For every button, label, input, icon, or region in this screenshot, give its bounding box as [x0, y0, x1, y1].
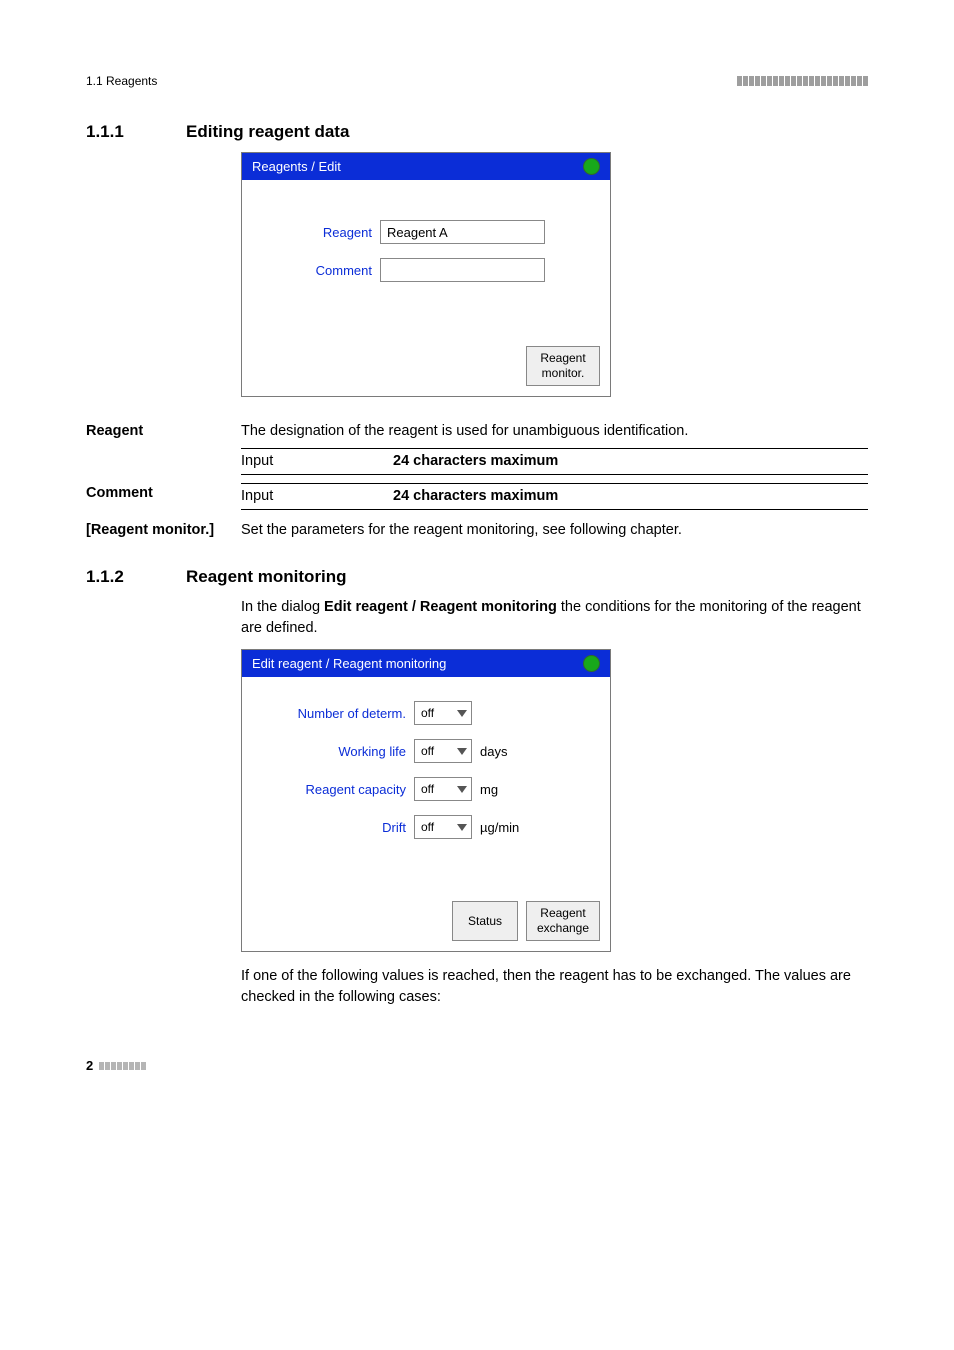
unit-label: µg/min — [480, 820, 519, 835]
spec-line: Input 24 characters maximum — [241, 448, 868, 475]
header-ticks — [737, 76, 868, 86]
spec-left: Input — [241, 486, 393, 507]
button-reagent-exchange[interactable]: Reagent exchange — [526, 901, 600, 941]
term-body: Input 24 characters maximum — [241, 483, 868, 510]
unit-label: days — [480, 744, 507, 759]
section-1-1-2-intro: In the dialog Edit reagent / Reagent mon… — [241, 597, 868, 639]
dialog-footer: Status Reagent exchange — [242, 893, 610, 951]
select-value: off — [421, 706, 434, 720]
status-dot-icon — [583, 158, 600, 175]
term-body: The designation of the reagent is used f… — [241, 421, 868, 475]
label-reagent: Reagent — [264, 225, 380, 240]
section-number: 1.1.1 — [86, 122, 186, 142]
intro-a: In the dialog — [241, 599, 324, 615]
field-row: Working life off days — [264, 739, 588, 763]
section-1-1-1-heading: 1.1.1 Editing reagent data — [86, 122, 868, 142]
select-value: off — [421, 744, 434, 758]
section-1-1-2-heading: 1.1.2 Reagent monitoring — [86, 567, 868, 587]
footer-ticks — [99, 1062, 146, 1070]
select-working-life[interactable]: off — [414, 739, 472, 763]
page-footer: 2 — [86, 1058, 868, 1073]
page-header: 1.1 Reagents — [86, 74, 868, 88]
spec-left: Input — [241, 451, 393, 472]
closing-paragraph: If one of the following values is reache… — [241, 966, 868, 1008]
term-reagent-monitor: [Reagent monitor.] Set the parameters fo… — [86, 520, 868, 541]
chevron-down-icon — [457, 786, 467, 793]
select-value: off — [421, 820, 434, 834]
page-number: 2 — [86, 1058, 93, 1073]
dialog-body: Number of determ. off Working life off days R… — [242, 677, 610, 863]
dialog-reagents-edit: Reagents / Edit Reagent Comment Reagent … — [241, 152, 611, 397]
section-title: Reagent monitoring — [186, 567, 347, 587]
input-comment[interactable] — [380, 258, 545, 282]
term-heading: [Reagent monitor.] — [86, 520, 241, 541]
term-comment: Comment Input 24 characters maximum — [86, 483, 868, 510]
section-title: Editing reagent data — [186, 122, 349, 142]
status-dot-icon — [583, 655, 600, 672]
field-row: Drift off µg/min — [264, 815, 588, 839]
field-label: Number of determ. — [264, 706, 414, 721]
select-drift[interactable]: off — [414, 815, 472, 839]
field-row: Number of determ. off — [264, 701, 588, 725]
dialog-title-text: Reagents / Edit — [252, 159, 341, 174]
unit-label: mg — [480, 782, 498, 797]
select-number-of-determ-[interactable]: off — [414, 701, 472, 725]
dialog-title-text: Edit reagent / Reagent monitoring — [252, 656, 446, 671]
field-label: Working life — [264, 744, 414, 759]
dialog-reagent-monitoring: Edit reagent / Reagent monitoring Number… — [241, 649, 611, 952]
button-reagent-monitor[interactable]: Reagent monitor. — [526, 346, 600, 386]
select-value: off — [421, 782, 434, 796]
button-status[interactable]: Status — [452, 901, 518, 941]
dialog-footer: Reagent monitor. — [242, 338, 610, 396]
field-label: Drift — [264, 820, 414, 835]
chevron-down-icon — [457, 710, 467, 717]
field-row: Reagent capacity off mg — [264, 777, 588, 801]
label-comment: Comment — [264, 263, 380, 278]
chevron-down-icon — [457, 824, 467, 831]
select-reagent-capacity[interactable]: off — [414, 777, 472, 801]
term-reagent: Reagent The designation of the reagent i… — [86, 421, 868, 475]
field-label: Reagent capacity — [264, 782, 414, 797]
spec-right: 24 characters maximum — [393, 451, 558, 472]
spec-line: Input 24 characters maximum — [241, 483, 868, 510]
chevron-down-icon — [457, 748, 467, 755]
term-desc: Set the parameters for the reagent monit… — [241, 520, 868, 541]
dialog-body: Reagent Comment — [242, 180, 610, 308]
field-row-reagent: Reagent — [264, 220, 588, 244]
header-section-path: 1.1 Reagents — [86, 74, 157, 88]
intro-bold: Edit reagent / Reagent monitoring — [324, 599, 557, 615]
term-body: Set the parameters for the reagent monit… — [241, 520, 868, 541]
input-reagent[interactable] — [380, 220, 545, 244]
section-number: 1.1.2 — [86, 567, 186, 587]
dialog-titlebar: Reagents / Edit — [242, 153, 610, 180]
dialog-titlebar: Edit reagent / Reagent monitoring — [242, 650, 610, 677]
term-desc: The designation of the reagent is used f… — [241, 421, 868, 442]
spec-right: 24 characters maximum — [393, 486, 558, 507]
field-row-comment: Comment — [264, 258, 588, 282]
term-heading: Reagent — [86, 421, 241, 475]
term-heading: Comment — [86, 483, 241, 510]
